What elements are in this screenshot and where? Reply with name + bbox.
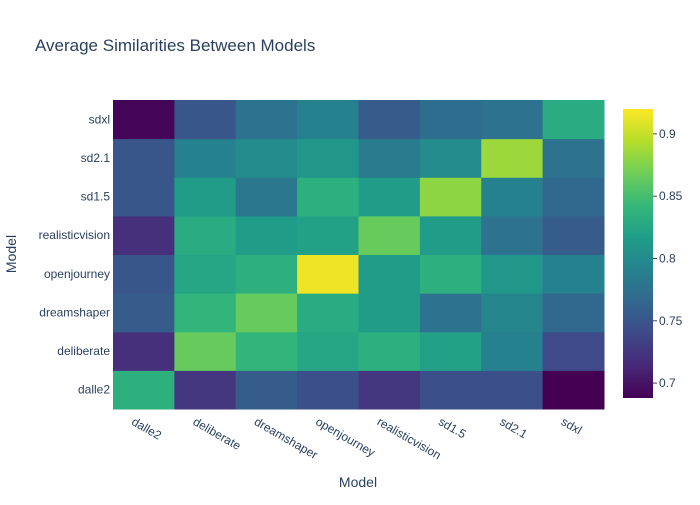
colorbar-tick-label: 0.75 bbox=[659, 314, 683, 328]
heatmap-cell bbox=[235, 177, 298, 217]
heatmap-cell bbox=[419, 293, 482, 333]
heatmap-cell bbox=[297, 370, 360, 410]
heatmap-cell bbox=[358, 370, 421, 410]
heatmap-cell bbox=[481, 177, 544, 217]
heatmap-cell bbox=[481, 100, 544, 140]
colorbar-tick-label: 0.9 bbox=[659, 127, 676, 141]
heatmap-cell bbox=[113, 100, 175, 140]
x-tick-label: dalle2 bbox=[129, 414, 164, 442]
heatmap-cell bbox=[358, 254, 421, 294]
y-tick-label: dreamshaper bbox=[39, 305, 110, 319]
heatmap-cell bbox=[542, 215, 605, 256]
y-axis-ticks: dalle2 deliberate dreamshaper openjourney re… bbox=[39, 112, 111, 396]
x-axis-title: Model bbox=[339, 474, 377, 490]
colorbar-tick-label: 0.85 bbox=[659, 189, 683, 203]
heatmap-cell bbox=[235, 215, 298, 256]
x-tick-label: dreamshaper bbox=[252, 414, 320, 461]
heatmap-cell bbox=[542, 331, 605, 371]
heatmap-cell bbox=[235, 293, 298, 333]
heatmap-cell bbox=[174, 254, 237, 294]
heatmap-cell bbox=[174, 331, 237, 371]
heatmap-cell bbox=[481, 138, 544, 178]
heatmap-cell bbox=[419, 331, 482, 371]
heatmap-cell bbox=[113, 215, 175, 256]
heatmap-cell bbox=[235, 331, 298, 371]
heatmap-cell bbox=[358, 138, 421, 178]
y-tick-label: deliberate bbox=[57, 344, 110, 358]
heatmap-cell bbox=[542, 177, 605, 217]
heatmap-cell bbox=[419, 215, 482, 256]
heatmap-cell bbox=[113, 254, 175, 294]
colorbar-gradient bbox=[623, 109, 653, 398]
heatmap-cell bbox=[113, 370, 175, 410]
y-tick-label: openjourney bbox=[44, 267, 110, 281]
x-tick-label: deliberate bbox=[191, 414, 244, 453]
heatmap-cell bbox=[174, 138, 237, 178]
heatmap-cell bbox=[174, 100, 237, 140]
y-tick-label: sdxl bbox=[89, 112, 110, 126]
x-tick-label: openjourney bbox=[313, 414, 377, 459]
heatmap-cell bbox=[542, 138, 605, 178]
y-axis-title: Model bbox=[3, 235, 19, 273]
heatmap-cell bbox=[419, 138, 482, 178]
heatmap-cell bbox=[297, 254, 360, 294]
heatmap-cell bbox=[481, 254, 544, 294]
heatmap-cell bbox=[297, 138, 360, 178]
x-tick-label: realisticvision bbox=[375, 414, 444, 462]
heatmap-cell bbox=[297, 177, 360, 217]
heatmap-cell bbox=[297, 100, 360, 140]
heatmap-cell bbox=[358, 177, 421, 217]
heatmap-cell bbox=[358, 215, 421, 256]
x-tick-label: sd2.1 bbox=[497, 414, 530, 441]
x-tick-label: sd1.5 bbox=[436, 414, 469, 441]
heatmap-cell bbox=[235, 370, 298, 410]
y-tick-label: sd2.1 bbox=[81, 151, 111, 165]
heatmap-cell bbox=[481, 293, 544, 333]
heatmap-cell bbox=[542, 100, 605, 140]
heatmap-cell bbox=[174, 370, 237, 410]
heatmap-cell bbox=[419, 370, 482, 410]
heatmap-cell bbox=[113, 138, 175, 178]
heatmap-cell bbox=[297, 331, 360, 371]
heatmap-cell bbox=[358, 100, 421, 140]
heatmap-cell bbox=[174, 215, 237, 256]
x-tick-label: sdxl bbox=[559, 414, 584, 437]
heatmap-cell bbox=[113, 331, 175, 371]
y-tick-label: dalle2 bbox=[78, 383, 110, 397]
colorbar-tick-label: 0.8 bbox=[659, 252, 676, 266]
heatmap-cell bbox=[235, 100, 298, 140]
x-axis-ticks: dalle2 deliberate dreamshaperopenjourneyre… bbox=[129, 414, 584, 462]
heatmap-cell bbox=[358, 293, 421, 333]
heatmap-cell bbox=[481, 215, 544, 256]
heatmap-cell bbox=[419, 177, 482, 217]
heatmap-cells bbox=[113, 100, 605, 410]
heatmap-cell bbox=[419, 100, 482, 140]
y-tick-label: sd1.5 bbox=[81, 190, 111, 204]
heatmap-cell bbox=[235, 138, 298, 178]
chart-title: Average Similarities Between Models bbox=[35, 36, 315, 55]
heatmap-cell bbox=[174, 293, 237, 333]
y-tick-label: realisticvision bbox=[39, 228, 110, 242]
heatmap-cell bbox=[481, 331, 544, 371]
colorbar: 0.7 0.75 0.8 0.85 0.9 bbox=[623, 109, 683, 398]
heatmap-cell bbox=[113, 177, 175, 217]
heatmap-cell bbox=[481, 370, 544, 410]
heatmap-cell bbox=[235, 254, 298, 294]
heatmap-cell bbox=[174, 177, 237, 217]
heatmap-cell bbox=[297, 293, 360, 333]
heatmap-cell bbox=[419, 254, 482, 294]
heatmap-cell bbox=[542, 293, 605, 333]
heatmap-cell bbox=[113, 293, 175, 333]
heatmap-cell bbox=[358, 331, 421, 371]
colorbar-tick-label: 0.7 bbox=[659, 376, 676, 390]
heatmap-cell bbox=[297, 215, 360, 256]
heatmap-cell bbox=[542, 254, 605, 294]
heatmap-cell bbox=[542, 370, 605, 410]
